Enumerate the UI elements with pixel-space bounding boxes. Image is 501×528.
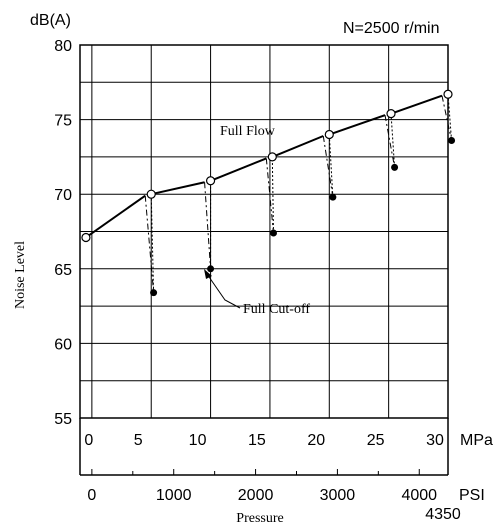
y-tick-label: 60 bbox=[54, 336, 72, 353]
cutoff-drop-line bbox=[265, 158, 274, 234]
cutoff-drop-line bbox=[441, 95, 453, 141]
full-cutoff-point bbox=[329, 193, 337, 201]
full-flow-segment bbox=[151, 181, 205, 196]
mpa-tick-label: 20 bbox=[307, 432, 325, 449]
cutoff-drop-line bbox=[144, 195, 155, 293]
full-flow-point bbox=[267, 152, 277, 162]
y-tick-label: 75 bbox=[54, 113, 72, 130]
full-cutoff-point bbox=[150, 289, 158, 297]
psi-tick-label: 4000 bbox=[401, 487, 437, 504]
full-cutoff-label: Full Cut-off bbox=[243, 302, 310, 317]
x-axis-label: Pressure bbox=[236, 511, 283, 526]
cutoff-arrow-head bbox=[204, 269, 212, 279]
full-cutoff-point bbox=[207, 265, 215, 273]
full-flow-point bbox=[205, 176, 216, 186]
y-tick-label: 55 bbox=[54, 411, 72, 428]
mpa-tick-label: 5 bbox=[134, 432, 143, 449]
mpa-tick-label: 10 bbox=[189, 432, 207, 449]
full-flow-segment bbox=[328, 114, 386, 136]
full-flow-point bbox=[146, 189, 156, 199]
full-flow-point bbox=[324, 129, 334, 140]
full-flow-point bbox=[443, 89, 453, 99]
full-cutoff-point bbox=[269, 229, 277, 237]
recovery-line bbox=[390, 113, 396, 168]
y-unit-label: dB(A) bbox=[30, 12, 71, 29]
full-flow-label: Full Flow bbox=[220, 124, 276, 139]
psi-tick-label: 0 bbox=[87, 487, 96, 504]
cutoff-drop-line bbox=[384, 115, 396, 168]
full-flow-segment bbox=[85, 194, 146, 239]
cutoff-drop-line bbox=[204, 182, 212, 269]
psi-tick-label: 2000 bbox=[238, 487, 274, 504]
mpa-tick-label: 25 bbox=[367, 432, 385, 449]
mpa-tick-label: 30 bbox=[426, 432, 444, 449]
psi-unit-label: PSI bbox=[459, 487, 485, 504]
full-flow-segment bbox=[390, 94, 443, 115]
psi-tick-label: 1000 bbox=[156, 487, 192, 504]
recovery-line bbox=[150, 194, 155, 293]
full-flow-segment bbox=[271, 135, 324, 158]
full-cutoff-point bbox=[391, 163, 399, 171]
recovery-line bbox=[271, 156, 274, 233]
full-flow-segment bbox=[210, 157, 267, 182]
full-flow-point bbox=[81, 232, 91, 243]
y-tick-label: 65 bbox=[54, 262, 72, 279]
y-tick-label: 70 bbox=[54, 187, 72, 204]
psi-max-tick-label: 4350 bbox=[425, 506, 461, 523]
mpa-tick-label: 15 bbox=[248, 432, 266, 449]
plot-frame bbox=[79, 44, 449, 419]
y-tick-label: 80 bbox=[54, 38, 72, 55]
cutoff-drop-line bbox=[322, 135, 334, 198]
y-axis-label: Noise Level bbox=[13, 241, 28, 309]
cutoff-arrow-line bbox=[206, 273, 241, 309]
full-flow-point bbox=[386, 109, 396, 119]
full-cutoff-point bbox=[448, 136, 456, 144]
speed-annotation: N=2500 r/min bbox=[343, 20, 440, 37]
mpa-tick-label: 0 bbox=[84, 432, 93, 449]
mpa-unit-label: MPa bbox=[460, 432, 493, 449]
recovery-line bbox=[328, 134, 334, 198]
psi-tick-label: 3000 bbox=[320, 487, 356, 504]
